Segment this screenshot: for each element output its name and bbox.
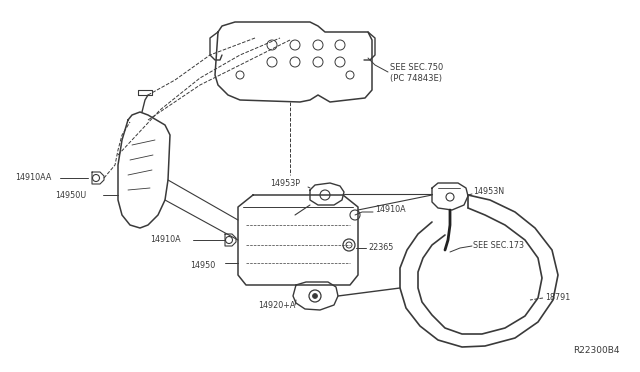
Circle shape [312,294,317,298]
Text: 14953N: 14953N [473,187,504,196]
Text: R22300B4: R22300B4 [573,346,620,355]
Text: 14910AA: 14910AA [15,173,51,183]
Text: 14953P: 14953P [270,179,300,187]
Text: SEE SEC.750: SEE SEC.750 [390,64,444,73]
Text: 14920+A: 14920+A [258,301,296,310]
Text: SEE SEC.173: SEE SEC.173 [473,241,524,250]
Text: 18791: 18791 [545,294,570,302]
Text: (PC 74843E): (PC 74843E) [390,74,442,83]
Text: 14950U: 14950U [55,190,86,199]
Text: 14910A: 14910A [375,205,406,215]
Text: 14910A: 14910A [150,235,180,244]
Text: 22365: 22365 [368,244,394,253]
Text: 14950: 14950 [190,260,215,269]
